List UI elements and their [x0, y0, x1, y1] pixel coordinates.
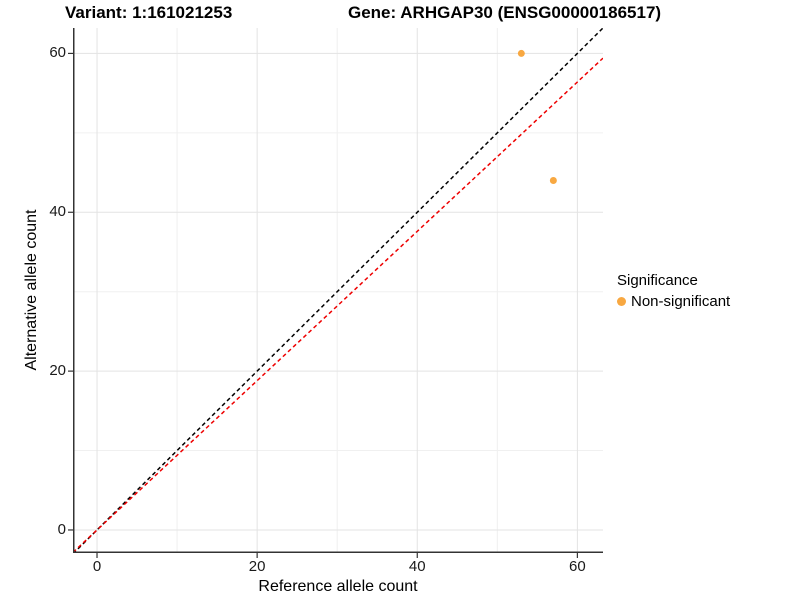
scatter-plot-panel	[68, 28, 603, 558]
legend-item-non-significant: Non-significant	[617, 293, 730, 310]
identity-line	[73, 28, 603, 553]
expected-ratio-line	[73, 57, 603, 553]
x-tick-label: 20	[248, 558, 266, 575]
x-tick-label: 60	[569, 558, 586, 575]
legend-title: Significance	[617, 272, 698, 289]
variant-title: Variant: 1:161021253	[65, 3, 233, 22]
y-tick-label: 60	[49, 44, 66, 62]
legend: Significance Non-significant	[617, 272, 730, 310]
y-tick-label: 20	[49, 362, 66, 380]
data-point	[517, 49, 525, 57]
y-tick-label: 40	[49, 203, 66, 221]
x-tick-label: 0	[92, 558, 102, 575]
x-tick-label: 40	[408, 558, 426, 575]
y-axis-title: Alternative allele count	[23, 209, 40, 371]
data-point	[549, 176, 557, 184]
x-axis-title: Reference allele count	[258, 578, 418, 595]
gene-title: Gene: ARHGAP30 (ENSG00000186517)	[348, 3, 662, 22]
legend-dot-icon	[617, 297, 626, 306]
y-tick-label: 0	[57, 520, 66, 538]
legend-item-label: Non-significant	[631, 293, 731, 310]
